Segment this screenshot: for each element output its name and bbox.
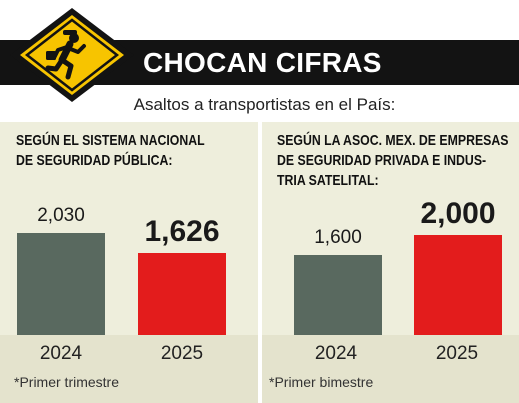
category-label-left-2024: 2024 (39, 343, 83, 364)
subtitle: Asaltos a transportistas en el País: (133, 95, 396, 114)
left-axis-band (0, 335, 258, 403)
left-title-line-1: SEGÚN EL SISTEMA NACIONAL (16, 132, 205, 149)
page-title: CHOCAN CIFRAS (143, 47, 382, 78)
right-title-line-1: SEGÚN LA ASOC. MEX. DE EMPRESAS (277, 132, 509, 149)
bar-left-2025 (138, 253, 226, 335)
category-label-right-2024: 2024 (314, 343, 358, 364)
bar-right-2024 (294, 255, 382, 335)
value-label-right-2025: 2,000 (420, 197, 496, 230)
category-label-left-2025: 2025 (160, 343, 204, 364)
right-chart-title: SEGÚN LA ASOC. MEX. DE EMPRESAS DE SEGUR… (277, 131, 508, 191)
left-footnote: *Primer trimestre (14, 374, 120, 390)
panel-divider (258, 122, 262, 403)
category-label-right-2025: 2025 (435, 343, 479, 364)
right-title-line-2: DE SEGURIDAD PRIVADA E INDUS- (277, 152, 487, 169)
right-axis-band (262, 335, 519, 403)
value-label-left-2025: 1,626 (144, 215, 220, 248)
value-label-left-2024: 2,030 (37, 205, 85, 226)
right-title-line-3: TRIA SATELITAL: (277, 172, 379, 189)
value-label-right-2024: 1,600 (314, 227, 362, 248)
left-chart-title: SEGÚN EL SISTEMA NACIONAL DE SEGURIDAD P… (16, 131, 205, 171)
right-footnote: *Primer bimestre (269, 374, 374, 390)
running-thief-warning-sign-icon (10, 8, 134, 102)
bar-right-2025 (414, 235, 502, 335)
left-title-line-2: DE SEGURIDAD PÚBLICA: (16, 152, 173, 169)
bar-left-2024 (17, 233, 105, 335)
